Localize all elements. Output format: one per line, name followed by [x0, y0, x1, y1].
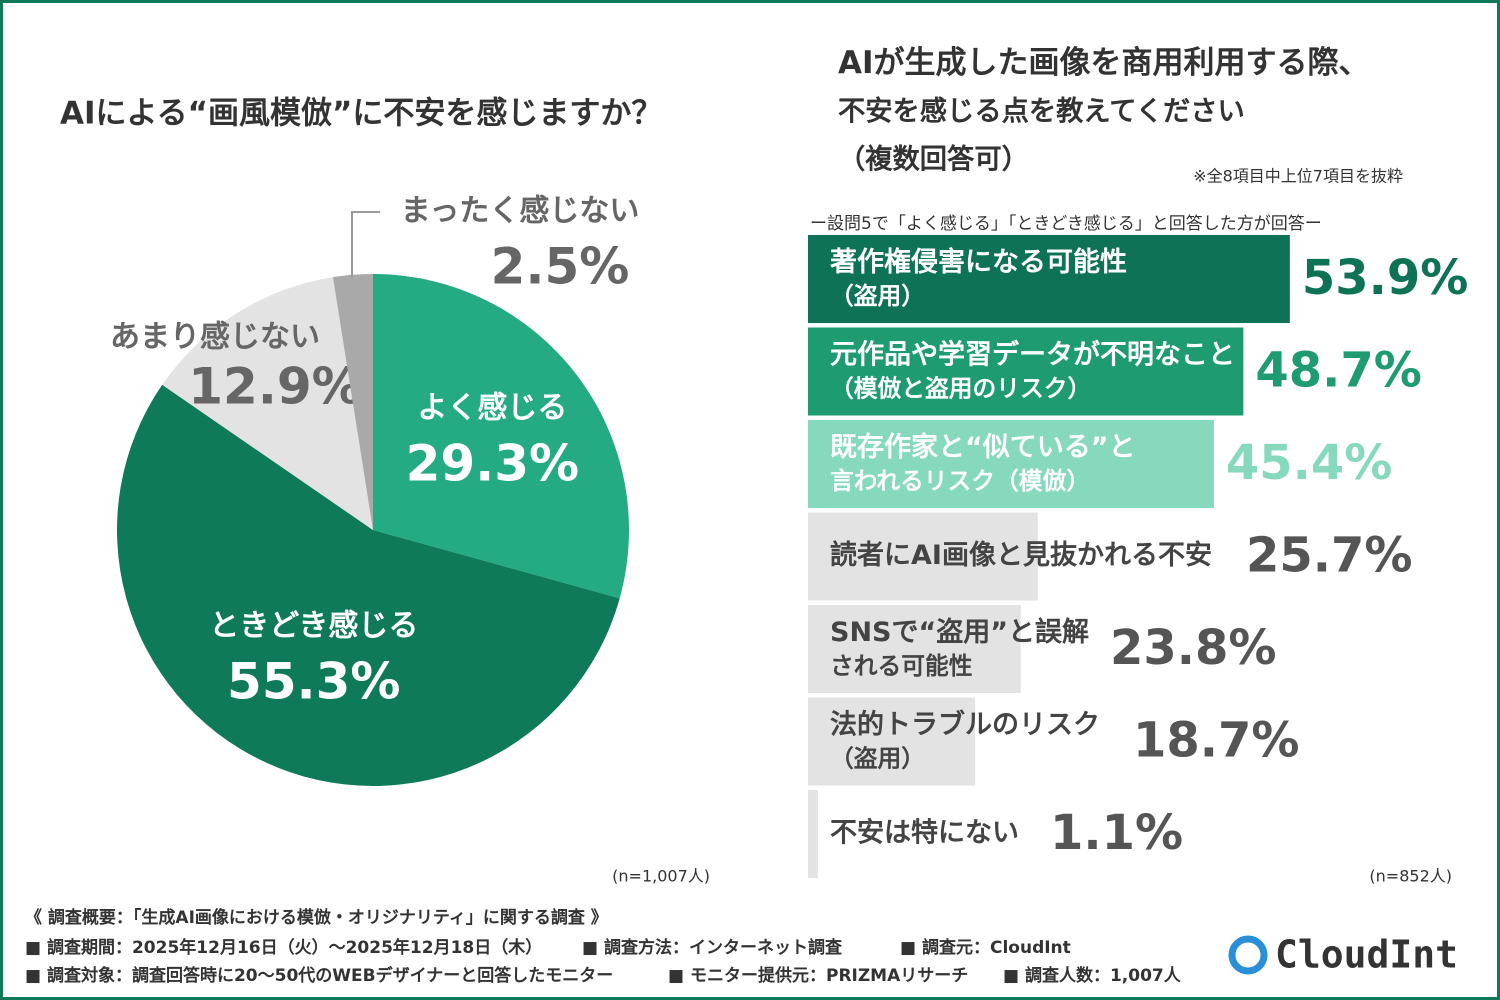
bar-label: 元作品や学習データが不明なこと（模倣と盗用のリスク）: [830, 338, 1235, 402]
slice-value: 12.9%: [188, 358, 361, 416]
pie-title: AIによる“画風模倣”に不安を感じますか？: [60, 96, 662, 132]
bar-label: 著作権侵害になる可能性（盗用）: [830, 246, 1127, 310]
slice-value: 55.3%: [227, 652, 400, 710]
bar-label: SNSで“盗用”と誤解される可能性: [830, 616, 1089, 680]
slice-label: あまり感じない: [110, 320, 320, 355]
bar-label: 既存作家と“似ている”と言われるリスク（模倣）: [830, 431, 1136, 495]
bar-label: 法的トラブルのリスク（盗用）: [830, 708, 1100, 772]
bar: [808, 790, 818, 878]
footer-item: ■ 調査期間：2025年12月16日（火）～2025年12月18日（木）: [25, 937, 542, 958]
bar-value: 48.7%: [1255, 343, 1422, 399]
bar-subtitle: ※全8項目中上位7項目を抜粋: [1193, 167, 1403, 186]
footer-item: ■ 調査方法：インターネット調査: [582, 937, 843, 958]
bar-value: 53.9%: [1302, 250, 1469, 306]
bar: [808, 512, 1038, 601]
leader-line: [351, 211, 380, 278]
pie-note: (n=1,007人): [612, 867, 710, 886]
bar-caption: ー設問5で「よく感じる」「ときどき感じる」と回答した方が回答ー: [810, 214, 1322, 234]
bar: [808, 420, 1214, 508]
logo-icon: [1228, 935, 1268, 975]
bar: [808, 697, 976, 786]
bar-value: 45.4%: [1226, 435, 1393, 491]
slice-value: 29.3%: [406, 435, 579, 493]
bar-value: 25.7%: [1246, 528, 1413, 584]
footer-item: ■ モニター提供元：PRIZMAリサーチ: [668, 965, 968, 986]
slice-label: まったく感じない: [401, 194, 640, 229]
footer-item: ■ 調査人数：1,007人: [1003, 965, 1182, 986]
footer-heading: 《 調査概要：「生成AI画像における模倣・オリジナリティ」に関する調査 》: [25, 907, 608, 928]
bar: [808, 605, 1021, 693]
bar-value: 23.8%: [1110, 620, 1277, 676]
bar: [808, 235, 1290, 323]
pie-slice: [332, 274, 373, 530]
bar-label: 読者にAI画像と見抜かれる不安: [830, 539, 1212, 571]
logo: CloudInt: [1275, 933, 1458, 977]
footer-item: ■ 調査対象：調査回答時に20～50代のWEBデザイナーと回答したモニター: [25, 965, 613, 986]
bar-value: 18.7%: [1133, 713, 1300, 769]
pie-slice: [162, 277, 373, 530]
bar-title: AIが生成した画像を商用利用する際、不安を感じる点を教えてください（複数回答可）: [838, 45, 1370, 175]
slice-label: よく感じる: [417, 391, 567, 426]
footer-item: ■ 調査元：CloudInt: [900, 937, 1071, 958]
bar-note: (n=852人): [1369, 867, 1452, 886]
bar-label: 不安は特にない: [830, 818, 1019, 849]
bar-value: 1.1%: [1050, 805, 1183, 861]
slice-label: ときどき感じる: [209, 608, 418, 643]
slice-value: 2.5%: [491, 238, 630, 296]
bar: [808, 327, 1244, 416]
pie-slice: [116, 384, 620, 787]
pie-slice: [373, 274, 629, 599]
